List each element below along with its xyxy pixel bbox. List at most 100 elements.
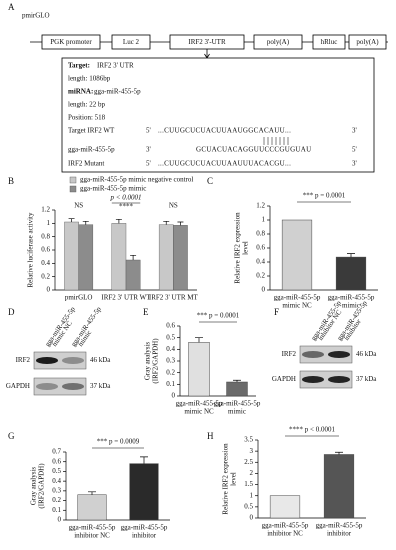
x-tick-label: IRF2 3' UTR WT: [101, 294, 151, 302]
blot-strip: [299, 370, 353, 389]
construct: PGK promoter Luc 2 IRF2 3'-UTR poly(A) hRluc…: [41, 34, 387, 50]
target: IRF2 3' UTR: [97, 62, 134, 70]
y-tick-label: 0.2: [256, 272, 265, 280]
y-axis-label: Gray analysis: [144, 342, 152, 381]
x-tick-label: gga-miR-455-5p: [328, 294, 375, 302]
y-axis-label: (IRF2/GAPDH): [152, 338, 160, 384]
mirna-label: miRNA:: [68, 88, 93, 96]
blot-strip: [33, 377, 87, 396]
y-axis-label: Gray analysis: [30, 467, 38, 506]
construct-label: poly(A): [267, 38, 290, 46]
y-tick-label: 0: [47, 286, 51, 294]
error-bar: [163, 220, 170, 225]
x-tick-label: gga-miR-455-5p: [121, 524, 168, 532]
y-tick-label: 0: [262, 286, 266, 294]
x-tick-label: inhibitor: [132, 532, 157, 540]
row-label: IRF2 Mutant: [68, 160, 104, 168]
panel-label: D: [8, 307, 15, 317]
y-axis-label: (IRF2/GAPDH): [38, 463, 46, 509]
y-axis-label: level: [242, 241, 250, 255]
bar: [323, 454, 355, 519]
length: length: 1086bp: [68, 75, 111, 83]
y-tick-label: 0.8: [41, 232, 50, 240]
y-tick-label: 0.4: [256, 258, 265, 266]
blot-band: [62, 357, 84, 364]
pairing: [263, 137, 289, 145]
construct-element: [253, 34, 303, 50]
blot-band: [302, 351, 324, 358]
y-tick-label: 3: [250, 447, 254, 455]
panel-label: G: [8, 431, 15, 441]
blot-size: 37 kDa: [356, 375, 377, 383]
x-tick-label: mimic NC: [282, 302, 312, 310]
charts: 0 0.2 0.4 0.6 0.8 1 1.2 Relative luciferase act…: [27, 176, 378, 540]
annotation: NS: [74, 202, 83, 210]
y-tick-label: 0.4: [166, 345, 175, 353]
bar: [188, 342, 210, 397]
x-tick-label: mimic NC: [184, 408, 214, 416]
error-bar: [130, 254, 137, 260]
y-tick-label: 0.5: [244, 502, 253, 510]
bar: [125, 259, 141, 291]
y-tick-label: 1: [250, 491, 254, 499]
position: Position: 518: [68, 114, 106, 122]
y-tick-label: 1.5: [244, 480, 253, 488]
info-box: [61, 57, 375, 173]
panel-label: F: [274, 307, 279, 317]
y-axis-label: Relative luciferase activity: [27, 212, 35, 288]
construct-element: [312, 34, 346, 50]
row-sequence: GCUACUACAGGUUCCCGUGUAU: [196, 146, 312, 154]
construct-element: [111, 34, 151, 50]
x-tick-label: pmirGLO: [65, 294, 93, 302]
x-tick-label: IRF2 3' UTR MT: [149, 294, 199, 302]
blot-row-label: IRF2: [282, 350, 297, 358]
error-bar: [335, 451, 343, 455]
row-end: 3': [352, 127, 357, 135]
panel-label: B: [8, 176, 14, 186]
annotation: p < 0.0001: [110, 194, 142, 202]
annotation: NS: [169, 202, 178, 210]
bar: [158, 224, 174, 291]
row-label: gga-miR-455-5p: [68, 146, 115, 154]
annotation: *** p = 0.0001: [197, 312, 240, 320]
row-sequence: ...CUUGCUCUACUUAAUGGCACAUU...: [158, 127, 291, 135]
row-start: 5': [146, 160, 151, 168]
error-bar: [88, 491, 96, 495]
legend-label: gga-miR-455-5p mimic negative control: [80, 176, 193, 184]
construct-label: hRluc: [321, 38, 338, 46]
bar: [281, 219, 313, 291]
panel-label: E: [143, 307, 149, 317]
annotation: *** p = 0.0001: [303, 192, 346, 200]
y-tick-label: 0.6: [166, 322, 175, 330]
blot-band: [36, 383, 58, 390]
y-tick-label: 0.1: [166, 380, 175, 388]
x-tick-label: gga-miR-455-5p: [69, 524, 116, 532]
row-end: 3': [352, 160, 357, 168]
bar: [269, 495, 301, 519]
x-tick-label: gga-miR-455-5p: [316, 522, 363, 530]
legend-swatch: [69, 185, 77, 193]
panel-label: C: [207, 176, 213, 186]
bar: [77, 494, 107, 521]
blot-band: [302, 376, 324, 383]
target-label: Target:: [68, 62, 90, 70]
y-tick-label: 0.1: [52, 506, 61, 514]
x-tick-label: inhibitor: [327, 530, 352, 538]
panel-label: A: [8, 2, 15, 12]
bar: [78, 224, 94, 291]
y-axis-label: level: [230, 472, 238, 486]
row-sequence: ...CUUGCUCUACUUAAUUUACACGU...: [158, 160, 291, 168]
error-bar: [195, 337, 203, 343]
error-bar: [177, 221, 184, 226]
y-tick-label: 0.6: [41, 246, 50, 254]
sequences: Target IRF2 WT 5' ...CUUGCUCUACUUAAUGGCACA…: [68, 127, 357, 168]
blot-row-label: GAPDH: [6, 382, 30, 390]
bar: [173, 225, 188, 291]
bar: [129, 463, 159, 521]
construct-label: PGK promoter: [50, 38, 92, 46]
y-axis-label: Relative IRF2 expression: [234, 212, 242, 284]
y-tick-label: 0: [172, 392, 176, 400]
y-tick-label: 0.5: [166, 333, 175, 341]
blot-band: [328, 351, 350, 358]
